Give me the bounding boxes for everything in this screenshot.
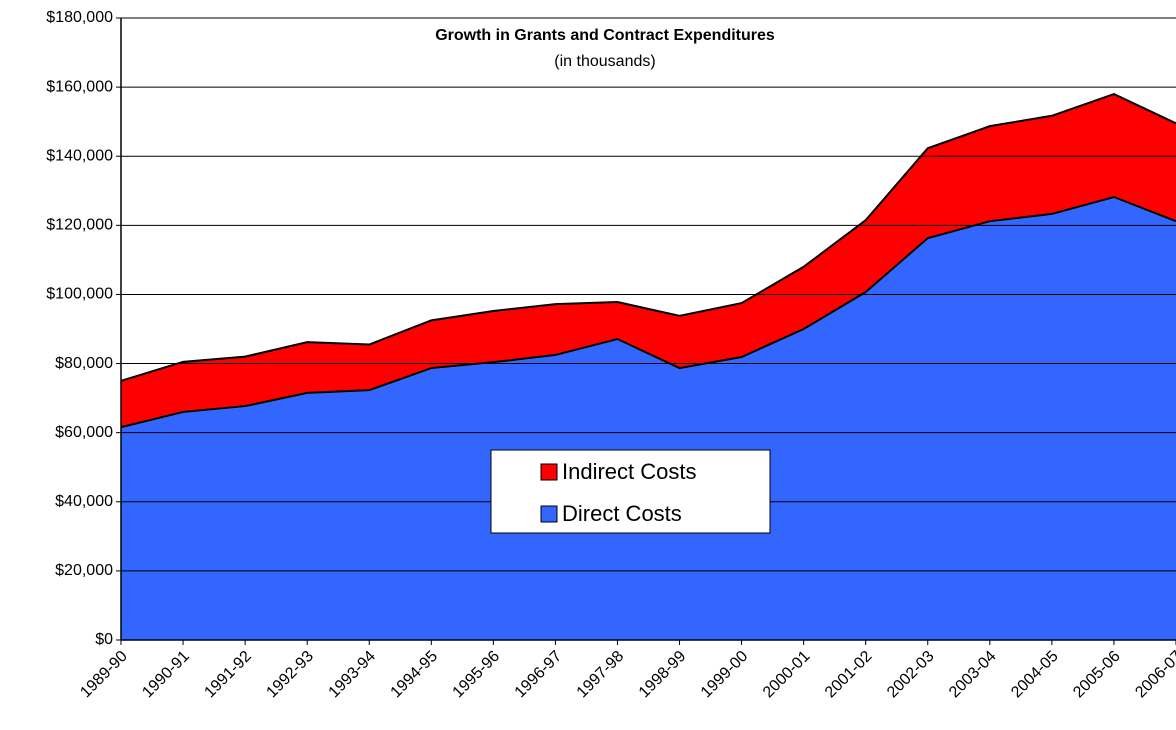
legend-label: Indirect Costs <box>562 459 697 484</box>
x-tick-label: 1996-97 <box>512 648 566 702</box>
x-tick-label: 1994-95 <box>388 648 442 702</box>
y-tick-label: $0 <box>95 631 113 648</box>
legend-swatch <box>540 463 558 481</box>
x-tick-label: 2003-04 <box>946 648 1000 702</box>
legend-label: Direct Costs <box>562 501 682 526</box>
y-tick-label: $20,000 <box>55 562 113 579</box>
area <box>121 196 1176 640</box>
y-tick-label: $100,000 <box>46 286 113 303</box>
y-tick-label: $40,000 <box>55 493 113 510</box>
x-tick-label: 1993-94 <box>326 648 380 702</box>
x-tick-label: 1992-93 <box>263 648 317 702</box>
x-tick-label: 2006-07 <box>1132 648 1176 702</box>
area <box>121 94 1176 428</box>
legend-box <box>490 449 771 534</box>
x-tick-label: 2002-03 <box>884 648 938 702</box>
area-edge <box>120 195 1176 429</box>
x-tick-label: 2000-01 <box>760 648 814 702</box>
y-tick-label: $160,000 <box>46 78 113 95</box>
x-tick-label: 1989-90 <box>77 648 131 702</box>
y-tick-label: $80,000 <box>55 355 113 372</box>
legend-swatch <box>540 505 558 523</box>
chart-title: Growth in Grants and Contract Expenditur… <box>435 27 775 44</box>
x-tick-label: 2005-06 <box>1070 648 1124 702</box>
y-tick-label: $120,000 <box>46 217 113 234</box>
x-tick-label: 2004-05 <box>1008 648 1062 702</box>
y-tick-label: $140,000 <box>46 147 113 164</box>
y-tick-label: $60,000 <box>55 424 113 441</box>
y-tick-label: $180,000 <box>46 9 113 26</box>
x-tick-label: 1999-00 <box>698 648 752 702</box>
chart-subtitle: (in thousands) <box>554 53 655 70</box>
x-tick-label: 2001-02 <box>822 648 876 702</box>
x-tick-label: 1991-92 <box>201 648 255 702</box>
x-tick-label: 1997-98 <box>574 648 628 702</box>
area-edge <box>120 92 1176 382</box>
x-tick-label: 1990-91 <box>139 648 193 702</box>
x-tick-label: 1995-96 <box>450 648 504 702</box>
x-tick-label: 1998-99 <box>636 648 690 702</box>
